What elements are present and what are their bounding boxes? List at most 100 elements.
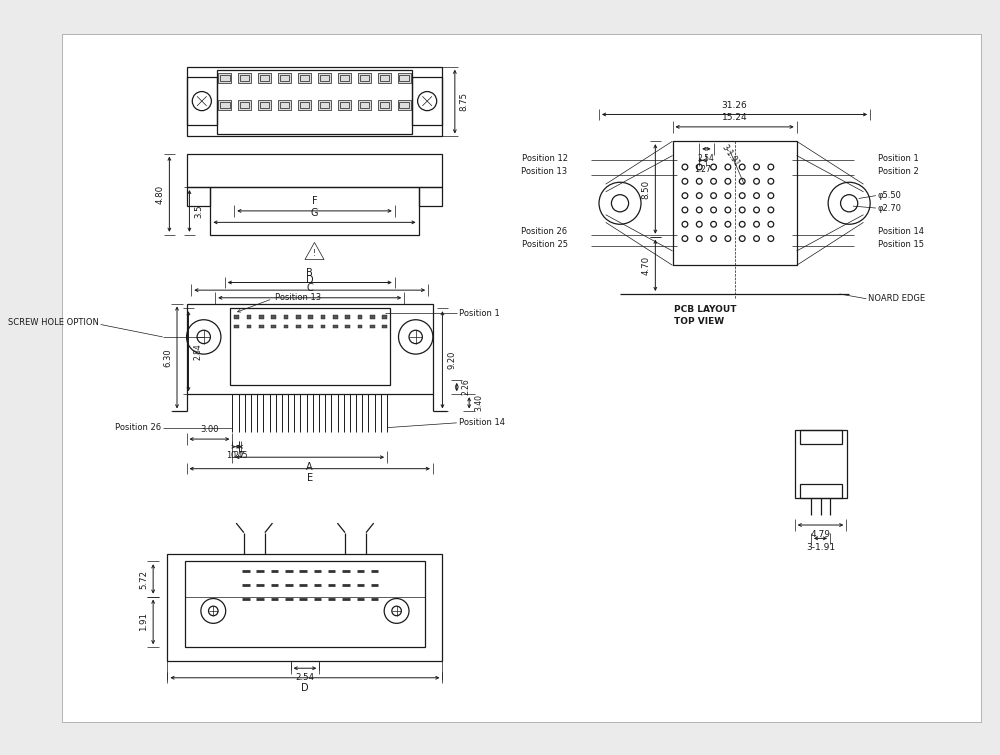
Text: 6.30: 6.30 <box>163 348 172 367</box>
Bar <box>399 102 409 108</box>
Bar <box>220 76 230 81</box>
Text: D: D <box>306 276 314 285</box>
Bar <box>296 315 301 319</box>
Bar <box>240 76 249 81</box>
Text: Position 13: Position 13 <box>275 293 321 302</box>
Text: G: G <box>311 208 318 217</box>
Bar <box>298 100 311 109</box>
Bar <box>370 315 375 319</box>
Text: 3-1.91: 3-1.91 <box>720 143 742 168</box>
Bar <box>338 100 351 109</box>
Text: F: F <box>312 196 317 206</box>
Text: TOP VIEW: TOP VIEW <box>674 317 725 326</box>
Bar <box>333 315 338 319</box>
Bar <box>321 315 325 319</box>
Bar <box>345 325 350 328</box>
Bar <box>358 100 371 109</box>
Text: 15.24: 15.24 <box>722 113 747 122</box>
Bar <box>240 102 249 108</box>
Bar <box>218 100 231 109</box>
Bar <box>271 315 276 319</box>
Bar <box>340 102 349 108</box>
Text: 9.20: 9.20 <box>447 350 456 369</box>
Text: B: B <box>306 268 313 278</box>
Bar <box>338 73 351 83</box>
Text: PCB LAYOUT: PCB LAYOUT <box>674 306 737 314</box>
Text: Position 26: Position 26 <box>521 227 568 236</box>
Text: 1.27: 1.27 <box>226 451 245 461</box>
Bar <box>370 325 375 328</box>
Bar <box>358 73 371 83</box>
Text: Position 13: Position 13 <box>521 168 568 176</box>
Text: !: ! <box>313 249 316 258</box>
Bar <box>320 76 329 81</box>
Text: 3.00: 3.00 <box>200 425 219 434</box>
Text: Position 1: Position 1 <box>878 154 919 163</box>
Bar <box>308 325 313 328</box>
Text: 2.54: 2.54 <box>698 153 715 162</box>
Bar <box>320 102 329 108</box>
Bar <box>260 76 269 81</box>
Bar <box>378 100 391 109</box>
Text: 1.91: 1.91 <box>139 612 148 631</box>
Bar <box>300 76 309 81</box>
Text: 3.40: 3.40 <box>474 394 483 411</box>
Bar <box>187 187 210 206</box>
Bar <box>278 73 291 83</box>
Bar <box>247 315 251 319</box>
Bar <box>398 73 411 83</box>
Bar <box>358 325 362 328</box>
Text: SCREW HOLE OPTION: SCREW HOLE OPTION <box>8 318 99 327</box>
Bar <box>321 325 325 328</box>
Bar <box>259 315 264 319</box>
Text: Position 25: Position 25 <box>522 240 568 249</box>
Text: 2.54: 2.54 <box>295 673 315 682</box>
Bar <box>220 102 230 108</box>
Bar <box>300 102 309 108</box>
Bar <box>345 315 350 319</box>
Bar <box>258 73 271 83</box>
Text: 2.84: 2.84 <box>193 343 202 359</box>
Text: 1.27: 1.27 <box>694 165 711 174</box>
Bar <box>187 77 217 125</box>
Text: 31.26: 31.26 <box>722 100 747 109</box>
Bar <box>380 76 389 81</box>
Bar <box>296 325 301 328</box>
Bar <box>259 325 264 328</box>
Bar <box>280 76 289 81</box>
Bar <box>210 187 419 235</box>
Bar <box>247 325 251 328</box>
Bar <box>800 430 842 444</box>
Bar <box>800 484 842 498</box>
Bar <box>318 100 331 109</box>
Bar <box>284 315 288 319</box>
Bar <box>795 430 847 498</box>
Bar <box>260 102 269 108</box>
Bar <box>234 325 239 328</box>
Bar <box>278 100 291 109</box>
Bar <box>217 69 412 134</box>
Bar <box>382 315 387 319</box>
Bar <box>360 76 369 81</box>
Bar <box>333 325 338 328</box>
Bar <box>230 308 390 384</box>
Text: E: E <box>307 473 313 483</box>
Text: 4.70: 4.70 <box>642 256 651 275</box>
Text: D: D <box>301 683 309 692</box>
Bar <box>271 325 276 328</box>
Bar <box>382 325 387 328</box>
Bar <box>258 100 271 109</box>
Bar <box>419 187 442 206</box>
Bar <box>280 102 289 108</box>
Bar <box>298 73 311 83</box>
Bar <box>380 102 389 108</box>
Bar <box>318 73 331 83</box>
Bar <box>398 100 411 109</box>
Bar <box>238 100 251 109</box>
Text: Position 14: Position 14 <box>878 227 924 236</box>
Text: Antel: Antel <box>295 353 751 502</box>
Text: 2.26: 2.26 <box>462 379 471 396</box>
Text: 3.5: 3.5 <box>194 204 203 217</box>
Bar <box>360 102 369 108</box>
Text: φ2.70: φ2.70 <box>878 204 902 213</box>
